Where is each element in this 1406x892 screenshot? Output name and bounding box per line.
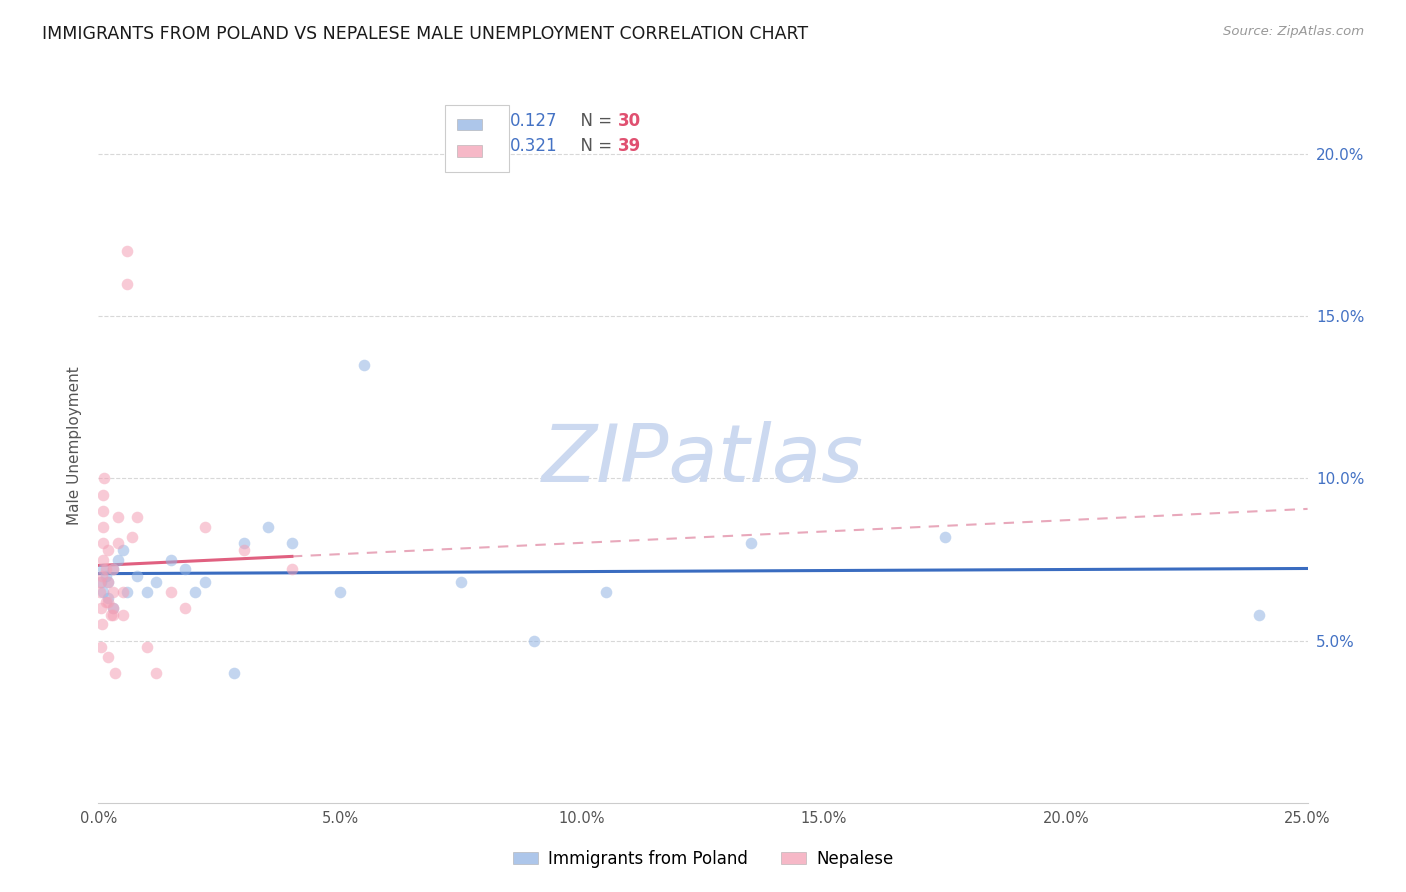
Point bbox=[97, 649, 120, 664]
Point bbox=[111, 607, 134, 622]
Point bbox=[222, 666, 245, 681]
Point bbox=[94, 562, 117, 576]
Point bbox=[194, 575, 217, 590]
Point bbox=[91, 562, 114, 576]
Point bbox=[145, 575, 167, 590]
Text: IMMIGRANTS FROM POLAND VS NEPALESE MALE UNEMPLOYMENT CORRELATION CHART: IMMIGRANTS FROM POLAND VS NEPALESE MALE … bbox=[42, 25, 808, 43]
Point bbox=[740, 536, 762, 550]
Point bbox=[107, 552, 129, 566]
Point bbox=[101, 601, 124, 615]
Point bbox=[117, 585, 139, 599]
Point bbox=[101, 607, 124, 622]
Point bbox=[281, 536, 304, 550]
Point bbox=[91, 585, 114, 599]
Point bbox=[194, 520, 217, 534]
Point bbox=[107, 536, 129, 550]
Point bbox=[174, 562, 197, 576]
Point bbox=[91, 552, 114, 566]
Point bbox=[90, 617, 112, 632]
Point bbox=[101, 562, 124, 576]
Point bbox=[91, 536, 114, 550]
Point bbox=[117, 277, 139, 291]
Text: Source: ZipAtlas.com: Source: ZipAtlas.com bbox=[1223, 25, 1364, 38]
Point bbox=[184, 585, 207, 599]
Point bbox=[934, 530, 956, 544]
Text: 0.127: 0.127 bbox=[509, 112, 557, 130]
Point bbox=[90, 575, 112, 590]
Point bbox=[117, 244, 139, 259]
Y-axis label: Male Unemployment: Male Unemployment bbox=[67, 367, 83, 525]
Point bbox=[101, 585, 124, 599]
Point bbox=[353, 358, 375, 372]
Point bbox=[111, 542, 134, 557]
Point bbox=[91, 504, 114, 518]
Point bbox=[93, 471, 115, 485]
Point bbox=[107, 510, 129, 524]
Point bbox=[121, 530, 143, 544]
Text: N =: N = bbox=[569, 112, 617, 130]
Point bbox=[100, 607, 122, 622]
Point bbox=[135, 640, 157, 654]
Text: R =: R = bbox=[467, 112, 503, 130]
Point bbox=[94, 595, 117, 609]
Point bbox=[160, 552, 183, 566]
Point bbox=[91, 488, 114, 502]
Text: 39: 39 bbox=[619, 137, 641, 155]
Point bbox=[104, 666, 127, 681]
Point bbox=[281, 562, 304, 576]
Point bbox=[127, 568, 149, 582]
Point bbox=[97, 575, 120, 590]
Point bbox=[1249, 607, 1271, 622]
Point bbox=[90, 640, 112, 654]
Point bbox=[97, 575, 120, 590]
Point bbox=[97, 595, 120, 609]
Point bbox=[595, 585, 617, 599]
Point bbox=[329, 585, 352, 599]
Point bbox=[174, 601, 197, 615]
Point bbox=[232, 536, 254, 550]
Point bbox=[97, 591, 120, 606]
Point bbox=[523, 633, 546, 648]
Point bbox=[89, 575, 111, 590]
Legend:  ,  : , bbox=[446, 104, 509, 172]
Point bbox=[101, 562, 124, 576]
Point bbox=[160, 585, 183, 599]
Point bbox=[97, 542, 120, 557]
Text: 30: 30 bbox=[619, 112, 641, 130]
Text: 0.321: 0.321 bbox=[509, 137, 557, 155]
Point bbox=[450, 575, 472, 590]
Text: R =: R = bbox=[467, 137, 503, 155]
Point bbox=[94, 568, 117, 582]
Point bbox=[89, 585, 111, 599]
Point bbox=[90, 568, 112, 582]
Point bbox=[135, 585, 157, 599]
Point bbox=[111, 585, 134, 599]
Point bbox=[232, 542, 254, 557]
Point bbox=[256, 520, 278, 534]
Point bbox=[127, 510, 149, 524]
Point bbox=[101, 601, 124, 615]
Point bbox=[90, 601, 112, 615]
Point bbox=[91, 520, 114, 534]
Text: ZIPatlas: ZIPatlas bbox=[541, 421, 865, 500]
Text: N =: N = bbox=[569, 137, 617, 155]
Legend: Immigrants from Poland, Nepalese: Immigrants from Poland, Nepalese bbox=[506, 844, 900, 875]
Point bbox=[145, 666, 167, 681]
